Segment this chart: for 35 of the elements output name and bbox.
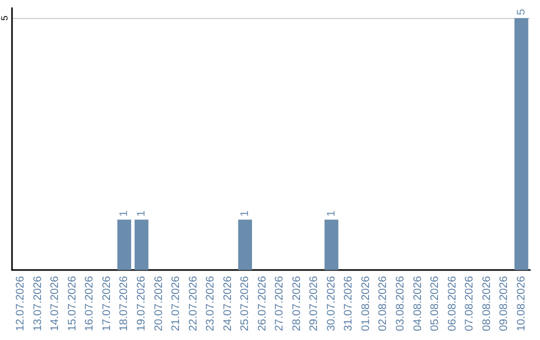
x-tick-label: 21.07.2026 [170, 276, 182, 332]
x-tick-label: 18.07.2026 [118, 276, 130, 332]
x-tick-label: 17.07.2026 [100, 276, 113, 332]
x-tick-label: 13.07.2026 [32, 276, 44, 332]
data-label: 1 [118, 210, 130, 217]
x-tick-label: 20.07.2026 [152, 276, 165, 332]
x-tick-label: 02.08.2026 [377, 276, 390, 332]
x-tick-label: 28.07.2026 [290, 276, 303, 332]
x-tick-label: 22.07.2026 [187, 276, 200, 332]
x-tick-label: 24.07.2026 [222, 276, 234, 332]
x-tick-label: 01.08.2026 [360, 276, 372, 332]
x-tick-label: 29.07.2026 [308, 276, 320, 332]
x-tick-label: 16.07.2026 [84, 276, 96, 332]
x-tick-label: 12.07.2026 [14, 276, 27, 332]
x-tick-label: 25.07.2026 [239, 276, 252, 332]
x-tick-label: 05.08.2026 [429, 276, 442, 332]
x-tick-label: 31.07.2026 [342, 276, 355, 332]
x-tick-label: 10.08.2026 [515, 276, 528, 332]
x-tick-label: 27.07.2026 [274, 276, 286, 332]
x-tick-label: 15.07.2026 [66, 276, 78, 332]
data-label: 1 [136, 210, 148, 217]
x-tick-label: 07.08.2026 [464, 276, 476, 332]
x-tick-label: 03.08.2026 [394, 276, 406, 332]
x-tick-label: 08.08.2026 [480, 276, 493, 332]
data-label: 1 [239, 210, 252, 217]
x-tick-label: 06.08.2026 [446, 276, 458, 332]
x-tick-label: 30.07.2026 [325, 276, 338, 332]
x-tick-label: 19.07.2026 [136, 276, 148, 332]
x-tick-label: 04.08.2026 [412, 276, 424, 332]
x-tick-label: 23.07.2026 [204, 276, 217, 332]
x-tick-label: 09.08.2026 [498, 276, 510, 332]
x-tick-label: 14.07.2026 [49, 276, 62, 332]
data-label: 1 [325, 210, 338, 217]
data-label: 5 [515, 8, 528, 16]
x-tick-label: 26.07.2026 [256, 276, 268, 332]
